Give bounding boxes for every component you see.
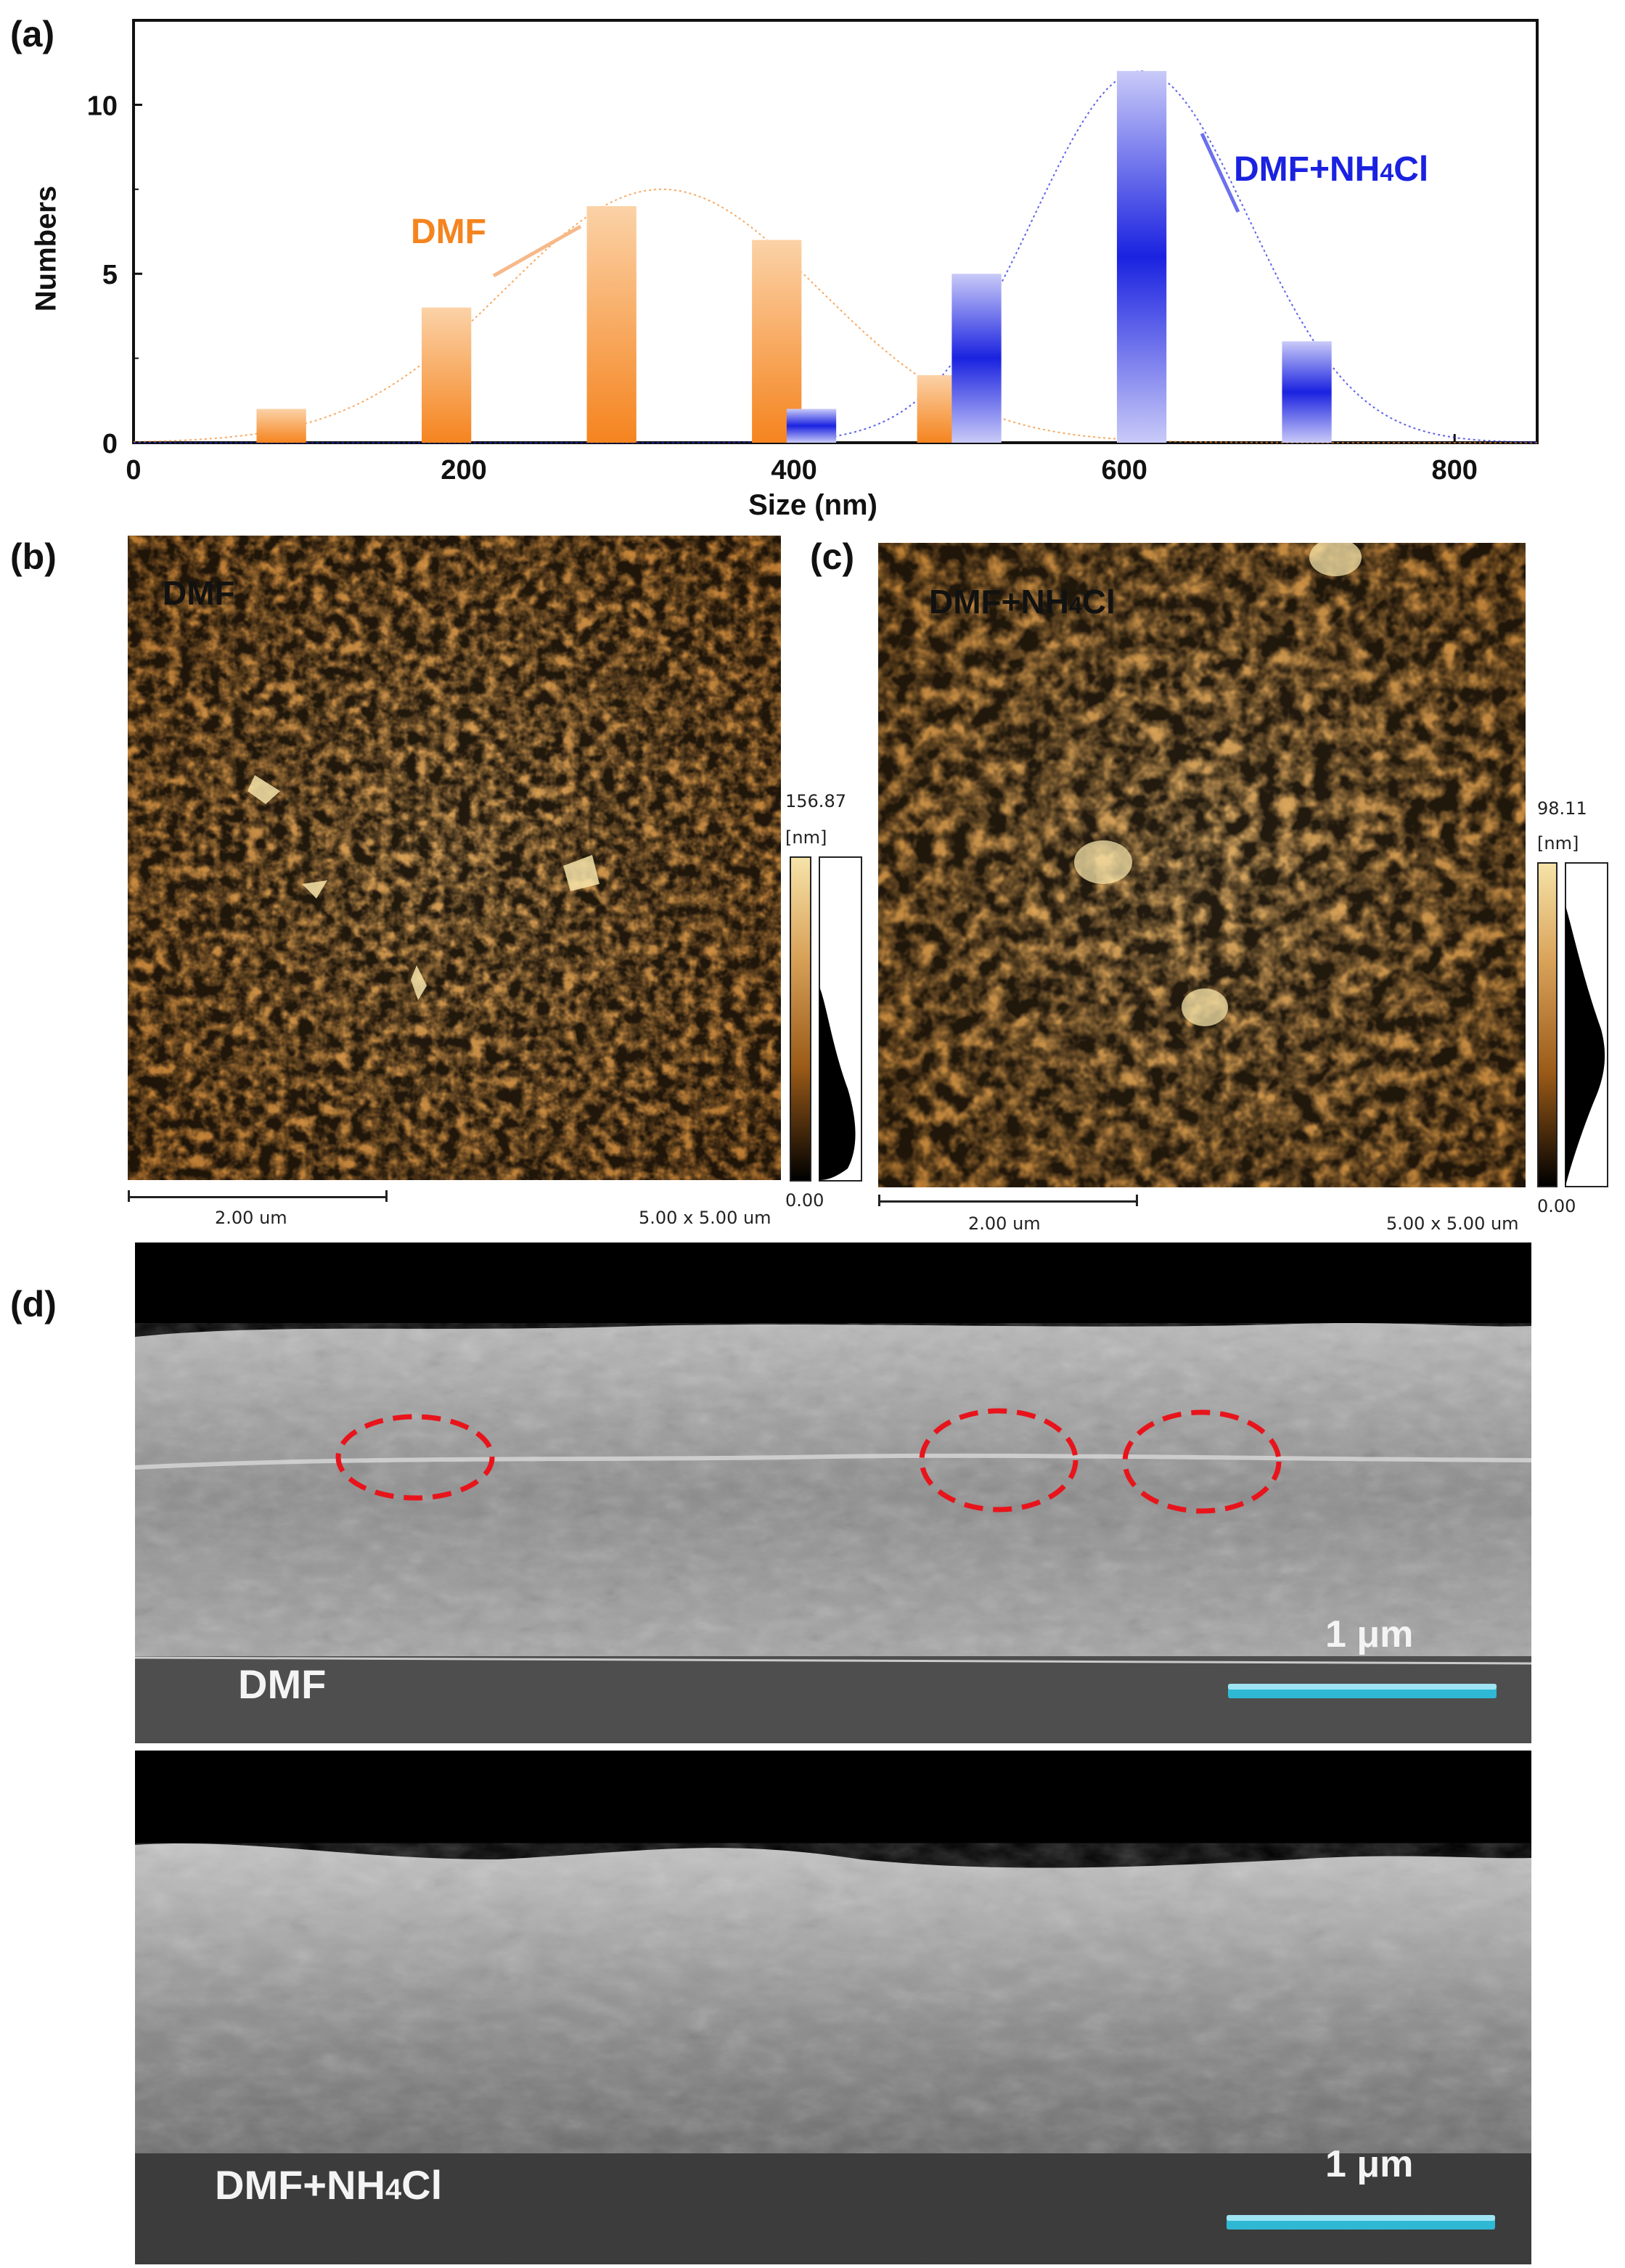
- bar-dmf-100: [256, 409, 306, 443]
- afm-c-size-label: 5.00 x 5.00 um: [1386, 1213, 1519, 1234]
- sem-label-nh4cl-end: Cl: [401, 2162, 443, 2208]
- afm-c-scale-label: 2.00 um: [968, 1213, 1041, 1234]
- x-tick-label: 400: [771, 455, 816, 486]
- x-tick-label: 0: [126, 455, 141, 486]
- afm-label-dmf: DMF: [163, 574, 235, 612]
- afm-b-unit: [nm]: [785, 827, 827, 848]
- x-tick-label: 800: [1432, 455, 1478, 486]
- afm-texture-dmf: [128, 536, 781, 1180]
- bar-dmf-200: [422, 307, 472, 443]
- afm-b-max: 156.87: [785, 791, 846, 811]
- nh4cl-series-label-end: Cl: [1393, 150, 1429, 189]
- axis-ticks: 0 200 400 600 800 0 5 10: [87, 20, 1478, 486]
- sem-label-nh4cl-sub: 4: [385, 2174, 402, 2206]
- afm-c-scalebar: [878, 1200, 1138, 1203]
- afm-label-nh4cl-end: Cl: [1081, 583, 1116, 621]
- sem-texture-dmf: [135, 1243, 1531, 1743]
- afm-c-min: 0.00: [1537, 1196, 1576, 1216]
- afm-c-unit: [nm]: [1537, 833, 1579, 853]
- panel-label-b: (b): [10, 536, 57, 577]
- bar-nh4cl-400: [786, 409, 837, 443]
- afm-label-nh4cl-main: DMF+NH: [929, 583, 1069, 621]
- y-tick-label: 0: [102, 429, 118, 459]
- afm-b-min: 0.00: [785, 1190, 824, 1211]
- sem-image-dmf: DMF 1 μm: [135, 1243, 1531, 1743]
- y-tick-label: 10: [87, 91, 118, 121]
- size-distribution-chart: 0 200 400 600 800 0 5 10: [87, 19, 1539, 486]
- afm-label-nh4cl-sub: 4: [1068, 592, 1082, 618]
- sem-label-nh4cl-main: DMF+NH: [215, 2162, 385, 2208]
- afm-label-nh4cl: DMF+NH4Cl: [929, 582, 1116, 621]
- afm-texture-nh4cl: [878, 543, 1526, 1187]
- sem-image-nh4cl: DMF+NH4Cl 1 μm: [135, 1751, 1531, 2264]
- sem-label-dmf: DMF: [238, 1661, 327, 1707]
- panel-label-d: (d): [10, 1284, 57, 1325]
- dmf-series-label: DMF: [411, 213, 486, 251]
- nh4cl-series-label-main: DMF+NH: [1234, 150, 1380, 189]
- annotations: [492, 132, 1240, 278]
- afm-b-colorbar: [790, 856, 811, 1182]
- y-tick-label: 5: [102, 260, 118, 290]
- afm-b-histogram: [819, 856, 862, 1182]
- void-marker-1: [335, 1414, 495, 1501]
- sem-texture-nh4cl: [135, 1751, 1531, 2264]
- void-marker-2: [919, 1408, 1078, 1512]
- void-marker-3: [1122, 1409, 1282, 1514]
- x-axis-label: Size (nm): [748, 489, 877, 521]
- sem-label-nh4cl: DMF+NH4Cl: [215, 2161, 442, 2208]
- x-tick-label: 200: [441, 455, 486, 486]
- panel-label-a: (a): [10, 14, 55, 54]
- afm-b-scalebar: [128, 1196, 388, 1198]
- nh4cl-series-label-sub: 4: [1380, 159, 1394, 187]
- bar-dmf-300: [586, 206, 637, 443]
- afm-b-scale-label: 2.00 um: [215, 1208, 287, 1228]
- afm-b-scalebar-tick-left: [128, 1190, 130, 1202]
- bars: [256, 70, 1332, 443]
- sem-bottom-scale-label: 1 μm: [1325, 2143, 1414, 2185]
- bar-nh4cl-500: [951, 274, 1002, 443]
- nh4cl-pointer: [1200, 132, 1240, 213]
- panel-label-c: (c): [810, 536, 855, 577]
- afm-b-size-label: 5.00 x 5.00 um: [639, 1208, 771, 1228]
- afm-c-histogram: [1565, 862, 1608, 1187]
- bar-nh4cl-600: [1116, 70, 1167, 443]
- dmf-pointer: [492, 224, 582, 278]
- y-axis-label-wrap: Numbers: [25, 160, 68, 348]
- bar-nh4cl-700: [1282, 341, 1332, 443]
- x-tick-label: 600: [1101, 455, 1147, 486]
- afm-image-dmf: DMF: [128, 536, 781, 1180]
- nh4cl-series-label: DMF+NH4Cl: [1234, 150, 1428, 189]
- void-markers: [335, 1408, 1282, 1514]
- afm-c-max: 98.11: [1537, 798, 1587, 819]
- y-axis-label: Numbers: [30, 185, 62, 312]
- afm-c-scalebar-tick-left: [878, 1195, 880, 1206]
- afm-c-scalebar-tick-right: [1136, 1195, 1138, 1206]
- afm-b-scalebar-tick-right: [385, 1190, 388, 1202]
- sem-top-scale-label: 1 μm: [1325, 1613, 1414, 1655]
- afm-image-nh4cl: DMF+NH4Cl: [878, 543, 1526, 1187]
- afm-c-colorbar: [1537, 862, 1558, 1187]
